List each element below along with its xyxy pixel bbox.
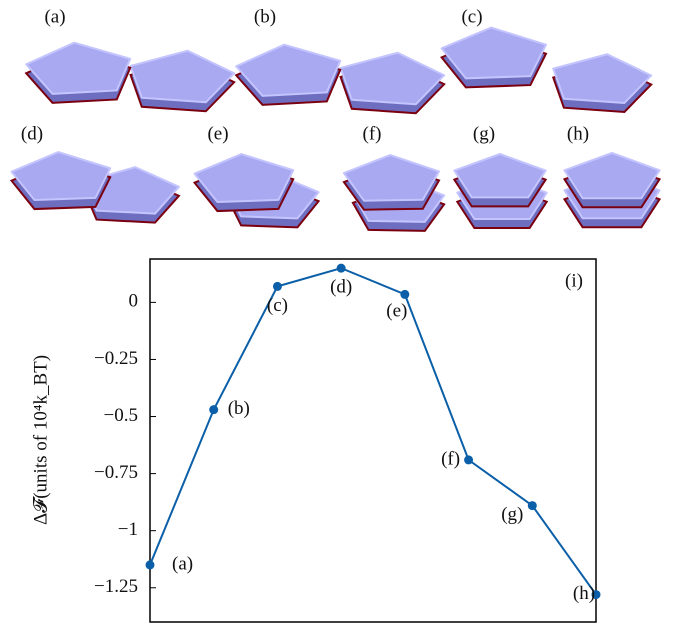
point-label: (d): [330, 276, 352, 297]
y-axis-label: Δ𝓕(units of 10⁴k_BT): [30, 355, 51, 525]
panel-label: (d): [21, 123, 43, 144]
point: [209, 405, 218, 414]
point: [528, 501, 537, 510]
y-tick-label: 0: [129, 291, 139, 312]
y-tick-label: −1: [118, 519, 138, 540]
plate-top: [564, 153, 659, 198]
panel-label: (h): [567, 123, 589, 144]
point-label: (b): [228, 398, 250, 419]
panel-label: (a): [44, 6, 65, 27]
plot-frame: [150, 259, 596, 622]
line: [150, 268, 596, 594]
panel-label: (g): [473, 123, 495, 144]
point: [273, 282, 282, 291]
point-label: (h): [573, 583, 595, 604]
plate-top: [454, 154, 545, 197]
point-label: (f): [441, 448, 460, 469]
panel-label: (c): [461, 6, 482, 27]
plate-top: [344, 155, 439, 201]
point: [400, 290, 409, 299]
panel-label: (i): [565, 270, 583, 291]
panel-label: (e): [207, 123, 228, 144]
point-label: (c): [267, 295, 288, 316]
point-label: (a): [172, 553, 193, 574]
point-label: (g): [501, 504, 523, 525]
panel-label: (f): [363, 123, 382, 144]
y-tick-label: −0.5: [104, 405, 138, 426]
point: [464, 455, 473, 464]
figure: (i) Δ𝓕(units of 10⁴k_BT) (a) (b) (c) (d) (e)…: [0, 0, 677, 629]
y-tick-label: −0.25: [94, 348, 138, 369]
y-tick-label: −1.25: [94, 576, 138, 597]
point-label: (e): [386, 301, 407, 322]
point: [146, 560, 155, 569]
y-tick-label: −0.75: [94, 462, 138, 483]
panel-label: (b): [254, 6, 276, 27]
point: [337, 264, 346, 273]
